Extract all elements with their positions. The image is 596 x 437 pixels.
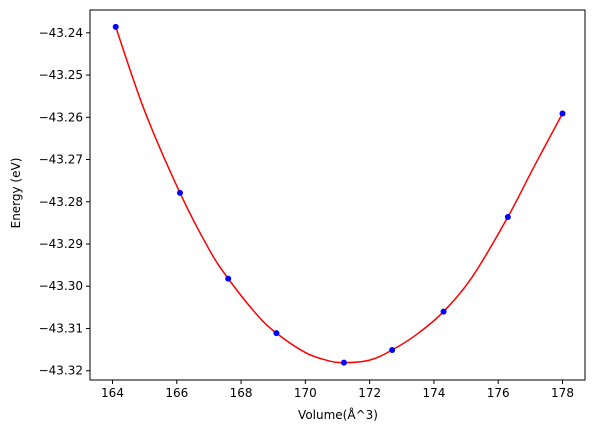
fit-curve-line [115,26,564,364]
y-tick-label: −43.28 [39,195,83,209]
y-tick-label: −43.29 [39,237,83,251]
y-tick-label: −43.24 [39,26,83,40]
data-point [112,23,119,30]
y-tick-label: −43.26 [39,110,83,124]
x-tick-label: 168 [230,386,253,400]
x-tick-label: 174 [422,386,445,400]
data-point [225,275,232,282]
data-point [273,330,280,337]
x-tick-label: 178 [551,386,574,400]
y-tick-label: −43.27 [39,153,83,167]
x-tick-label: 166 [165,386,188,400]
axes-frame [89,9,586,381]
data-point [504,213,511,220]
axes-layer: 164 166 168 170 172 174 176 178 −43.24 −43.25 −43.… [39,9,586,400]
data-point [389,347,396,354]
data-point [340,359,347,366]
data-point [559,110,566,117]
y-tick-label: −43.32 [39,364,83,378]
x-tick-label: 172 [358,386,381,400]
y-tick-label: −43.30 [39,279,83,293]
x-tick-label: 176 [487,386,510,400]
plot-layer [112,23,566,366]
data-point [177,189,183,196]
y-axis-label: Energy (eV) [9,158,23,229]
y-tick-label: −43.31 [39,321,83,335]
y-tick-label: −43.25 [39,68,83,82]
x-axis-label: Volume(Å^3) [298,407,378,422]
x-tick-label: 170 [294,386,317,400]
data-point [440,308,447,315]
x-tick-label: 164 [101,386,124,400]
